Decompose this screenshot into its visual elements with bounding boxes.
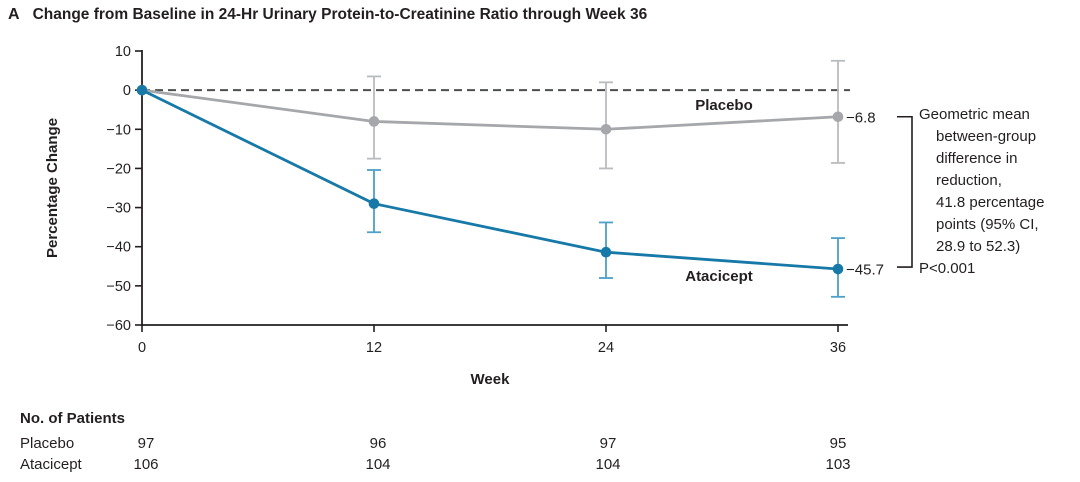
y-axis-title: Percentage Change xyxy=(44,118,61,258)
annotation-line: between-group xyxy=(936,128,1037,145)
p-value: P<0.001 xyxy=(919,260,976,277)
x-tick-label: 36 xyxy=(830,340,846,356)
cell-value: 106 xyxy=(133,456,159,473)
atacicept-line xyxy=(141,88,839,271)
table-row-atacicept: Atacicept 106 104 104 103 xyxy=(0,456,1080,474)
y-tick-label: −30 xyxy=(106,201,131,217)
panel-letter: A xyxy=(8,6,20,23)
y-tick-label: −60 xyxy=(106,318,131,334)
placebo-data-point xyxy=(600,123,612,135)
y-tick-label: −20 xyxy=(106,161,131,177)
cell-value: 104 xyxy=(595,456,621,473)
row-label: Placebo xyxy=(20,435,75,452)
annotation-line: 28.9 to 52.3) xyxy=(936,238,1021,255)
placebo-line xyxy=(141,88,839,131)
atacicept-data-point xyxy=(832,263,844,275)
table-row-placebo: Placebo 97 96 97 95 xyxy=(0,435,1080,453)
cell-value: 95 xyxy=(829,435,847,452)
figure-title-text: Change from Baseline in 24-Hr Urinary Pr… xyxy=(32,6,648,23)
atacicept-end-value-label: −45.7 xyxy=(846,262,884,279)
y-tick-label: 0 xyxy=(123,83,131,99)
y-tick-label: −10 xyxy=(106,122,131,138)
annotation-line: difference in xyxy=(936,150,1018,167)
y-tick-label: −50 xyxy=(106,279,131,295)
atacicept-data-point xyxy=(600,246,612,258)
placebo-series-label: Placebo xyxy=(695,97,753,114)
y-tick-label: 10 xyxy=(115,44,131,60)
figure-title: A Change from Baseline in 24-Hr Urinary … xyxy=(8,6,647,24)
atacicept-series-label: Atacicept xyxy=(685,268,753,285)
atacicept-data-point xyxy=(368,198,380,209)
cell-value: 97 xyxy=(137,435,155,452)
row-label: Atacicept xyxy=(20,456,82,473)
y-tick-label: −40 xyxy=(106,240,131,256)
cell-value: 103 xyxy=(825,456,851,473)
difference-bracket xyxy=(897,115,913,268)
x-tick-label: 0 xyxy=(138,340,146,356)
cell-value: 104 xyxy=(365,456,391,473)
placebo-data-point xyxy=(832,111,844,123)
annotation-line: reduction, xyxy=(936,172,1002,189)
patients-table-header: No. of Patients xyxy=(20,410,126,427)
placebo-data-point xyxy=(368,116,380,127)
atacicept-data-point xyxy=(136,84,148,96)
cell-value: 96 xyxy=(369,435,387,452)
cell-value: 97 xyxy=(599,435,617,452)
annotation-line: points (95% CI, xyxy=(936,216,1039,233)
annotation-geometric-mean: Geometric mean between-group difference … xyxy=(919,104,1044,280)
x-tick-label: 12 xyxy=(366,340,382,356)
annotation-line: 41.8 percentage xyxy=(936,194,1045,211)
x-axis-title: Week xyxy=(471,371,511,388)
annotation-line: Geometric mean xyxy=(919,106,1030,123)
placebo-end-value-label: −6.8 xyxy=(846,109,876,126)
x-tick-label: 24 xyxy=(598,340,614,356)
